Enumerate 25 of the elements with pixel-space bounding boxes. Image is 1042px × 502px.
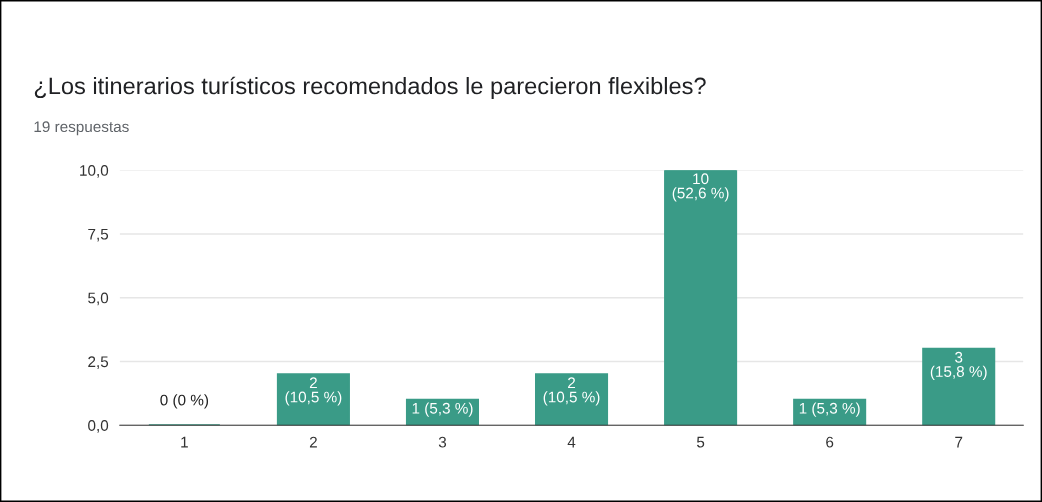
data-label: 1 (5,3 %) [412,402,473,417]
bar [664,170,738,426]
x-tick-label: 2 [309,436,317,448]
data-label: 1 (5,3 %) [799,402,860,417]
x-tick-label: 6 [826,436,834,448]
x-tick-label: 4 [567,436,576,448]
x-tick-label: 5 [696,436,705,448]
data-label: 2 (10,5 %) [543,377,600,406]
y-tick-label: 7,5 [88,228,109,242]
bar [922,347,996,426]
x-tick-label: 3 [438,436,447,448]
data-label: 3 (15,8 %) [930,351,987,380]
y-tick-label: 0,0 [88,420,109,433]
data-label: 10 (52,6 %) [672,173,729,202]
y-tick-label: 2,5 [88,356,109,369]
data-label: 2 (10,5 %) [285,377,342,406]
data-label: 0 (0 %) [160,394,209,409]
y-tick-label: 10,0 [80,165,109,178]
chart-title: ¿Los itinerarios turísticos recomendados le parecieron flexibles? [34,76,706,99]
bar [535,373,609,426]
bar [276,373,350,426]
x-tick-label: 7 [955,436,963,448]
chart-subtitle: 19 respuestas [34,121,129,136]
y-tick-label: 5,0 [88,292,109,306]
x-tick-label: 1 [181,436,188,448]
